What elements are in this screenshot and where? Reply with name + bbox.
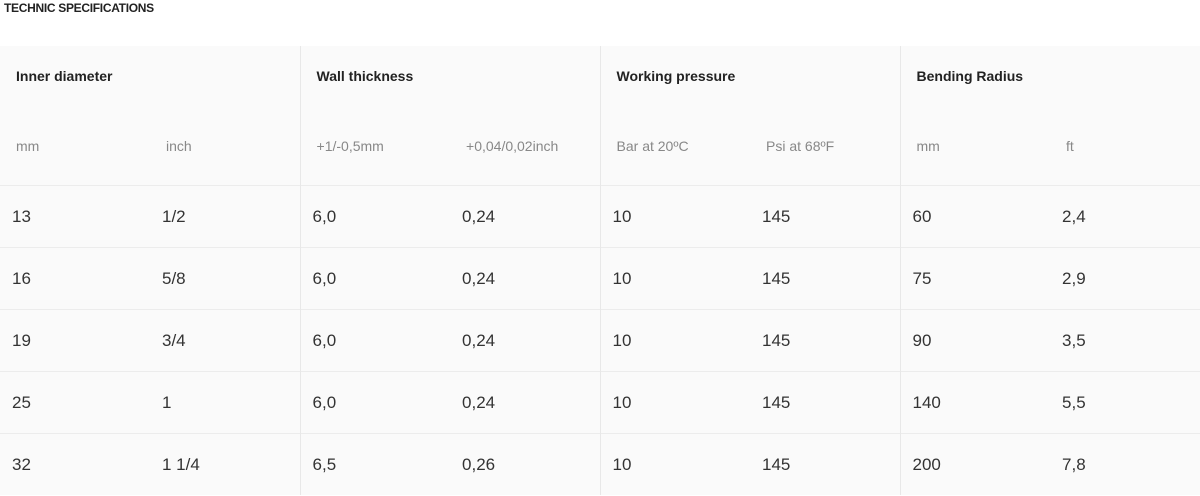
table-cell: 32 — [0, 433, 150, 495]
table-cell: 145 — [750, 309, 901, 372]
table-cell: 10 — [599, 309, 751, 372]
table-cell: 145 — [750, 433, 901, 495]
table-row: 32 1 1/4 6,5 0,26 10 145 200 7,8 — [0, 433, 1200, 495]
table-cell: 1/2 — [150, 185, 301, 248]
table-cell: 145 — [750, 247, 901, 310]
table-cell: 0,24 — [450, 185, 601, 248]
table-cell: 6,0 — [299, 309, 451, 372]
table-cell: 6,5 — [299, 433, 451, 495]
table-cell: 0,24 — [450, 309, 601, 372]
group-header-working-pressure: Working pressure — [599, 46, 901, 106]
table-cell: 3,5 — [1050, 309, 1200, 372]
table-cell: 2,4 — [1050, 185, 1200, 248]
table-cell: 6,0 — [299, 371, 451, 434]
table-row: 25 1 6,0 0,24 10 145 140 5,5 — [0, 371, 1200, 434]
table-cell: 10 — [599, 185, 751, 248]
table-cell: 145 — [750, 371, 901, 434]
spec-table: Inner diameter Wall thickness Working pr… — [0, 46, 1200, 495]
table-row: 19 3/4 6,0 0,24 10 145 90 3,5 — [0, 309, 1200, 372]
table-cell: 2,9 — [1050, 247, 1200, 310]
table-cell: 1 1/4 — [150, 433, 301, 495]
table-cell: 0,24 — [450, 247, 601, 310]
table-cell: 10 — [599, 247, 751, 310]
group-header-inner-diameter: Inner diameter — [16, 68, 113, 84]
unit-header-cell: Bar at 20ºC — [599, 106, 751, 186]
table-cell: 19 — [0, 309, 150, 372]
group-header-wall-thickness: Wall thickness — [299, 46, 601, 106]
unit-header-cell: ft — [1066, 137, 1074, 154]
table-cell: 10 — [599, 371, 751, 434]
unit-header-cell: +0,04/0,02inch — [466, 137, 559, 154]
group-header-row: Inner diameter Wall thickness Working pr… — [0, 46, 1200, 106]
table-cell: 6,0 — [299, 247, 451, 310]
table-cell: 5,5 — [1050, 371, 1200, 434]
group-header-bending-radius: Bending Radius — [899, 46, 1200, 106]
table-cell: 140 — [899, 371, 1051, 434]
unit-header-cell: inch — [166, 137, 192, 154]
table-cell: 7,8 — [1050, 433, 1200, 495]
unit-header-cell: mm — [16, 137, 40, 154]
unit-header-cell: mm — [899, 106, 1051, 186]
table-cell: 25 — [0, 371, 150, 434]
table-cell: 5/8 — [150, 247, 301, 310]
table-cell: 16 — [0, 247, 150, 310]
table-cell: 200 — [899, 433, 1051, 495]
table-cell: 75 — [899, 247, 1051, 310]
table-cell: 1 — [150, 371, 301, 434]
page-title: TECHNIC SPECIFICATIONS — [4, 1, 154, 15]
unit-header-cell: +1/-0,5mm — [299, 106, 451, 186]
unit-header-cell: Psi at 68ºF — [766, 137, 835, 154]
table-cell: 3/4 — [150, 309, 301, 372]
table-cell: 6,0 — [299, 185, 451, 248]
table-cell: 13 — [0, 185, 150, 248]
table-cell: 0,24 — [450, 371, 601, 434]
table-cell: 60 — [899, 185, 1051, 248]
unit-header-row: mm inch +1/-0,5mm +0,04/0,02inch Bar at … — [0, 106, 1200, 186]
table-cell: 0,26 — [450, 433, 601, 495]
table-row: 16 5/8 6,0 0,24 10 145 75 2,9 — [0, 247, 1200, 310]
table-row: 13 1/2 6,0 0,24 10 145 60 2,4 — [0, 185, 1200, 248]
table-cell: 90 — [899, 309, 1051, 372]
table-cell: 145 — [750, 185, 901, 248]
table-cell: 10 — [599, 433, 751, 495]
